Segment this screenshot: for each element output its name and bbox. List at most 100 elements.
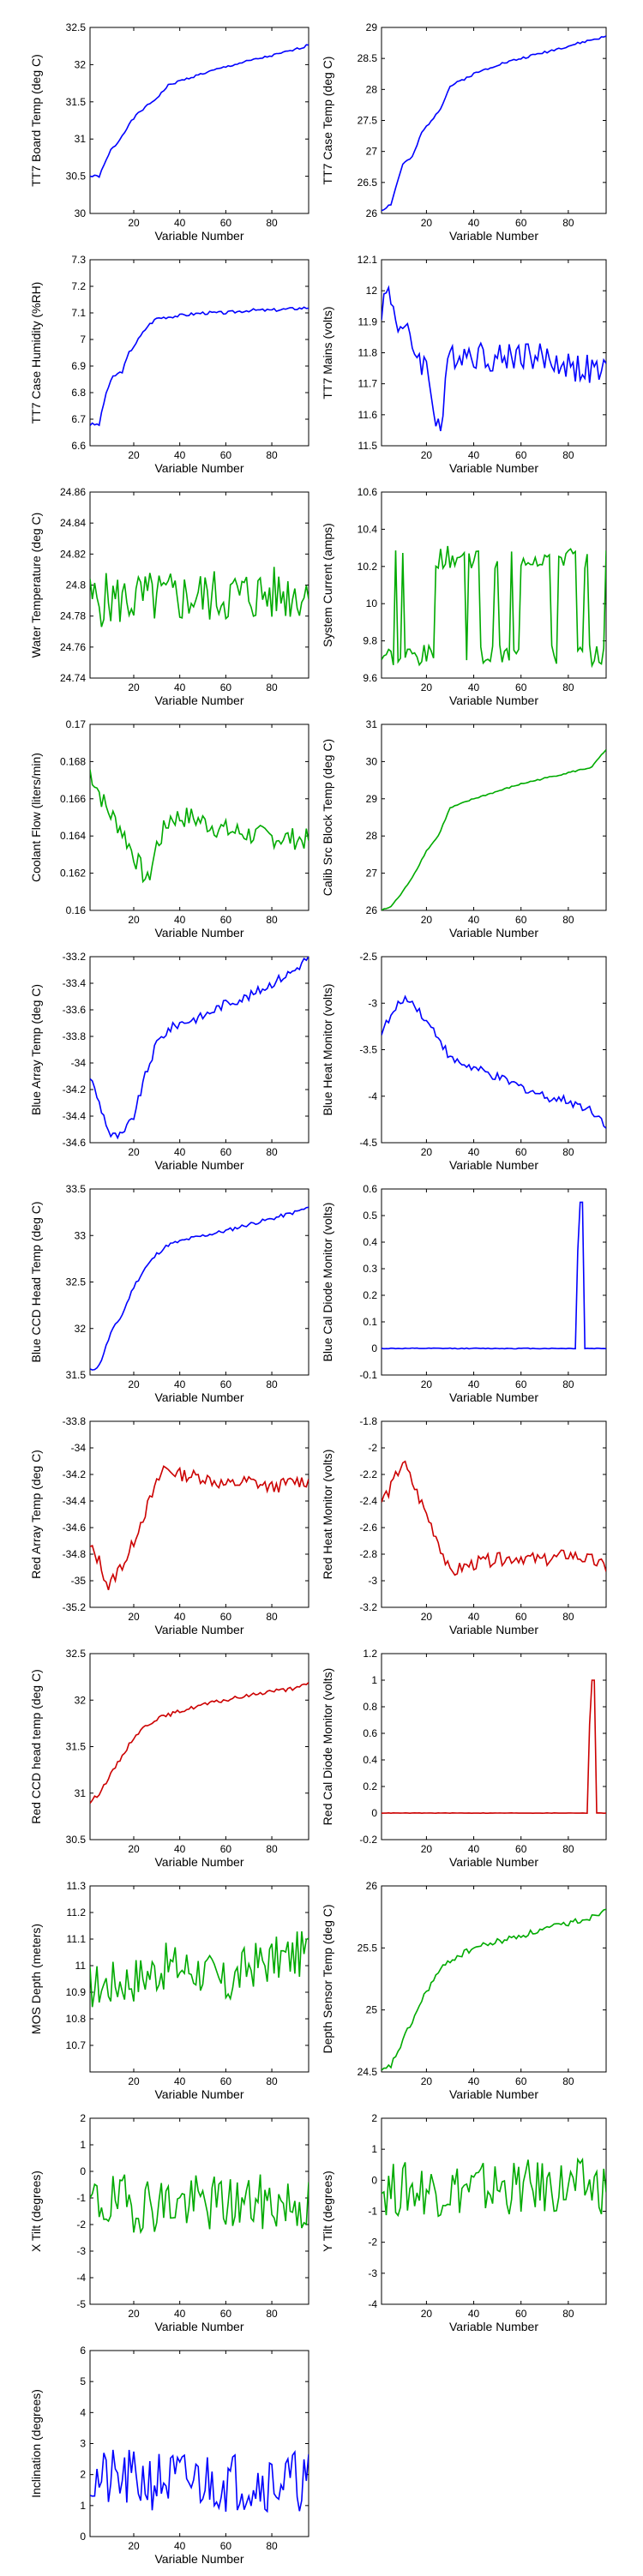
y-tick-label: -34 — [71, 1057, 87, 1069]
y-axis-label: Coolant Flow (liters/min) — [29, 753, 43, 882]
y-tick-label: 32.5 — [66, 1648, 87, 1660]
y-tick-label: 0.2 — [363, 1289, 377, 1301]
y-tick-label: -2.5 — [359, 951, 377, 963]
y-tick-label: -0.2 — [359, 1834, 377, 1846]
y-tick-label: 10.6 — [358, 486, 378, 498]
chart-13: 20 40 60 80 -35.2 -35 -34.8 -34.6 -34.4 -34.2 -34 -… — [29, 1415, 309, 1636]
y-axis-label: TT7 Case Temp (deg C) — [321, 57, 334, 185]
y-tick-label: 33.5 — [66, 1183, 87, 1195]
y-tick-label: 1 — [80, 2139, 86, 2151]
x-tick-label: 20 — [128, 682, 140, 694]
y-tick-label: 1.2 — [363, 1648, 377, 1660]
x-tick-label: 60 — [515, 682, 527, 694]
axes-box — [381, 259, 607, 447]
chart-9: 20 40 60 80 -34.6 -34.4 -34.2 -34 -33.8 -33.6 -33.… — [29, 951, 309, 1172]
y-tick-label: 26 — [366, 1880, 378, 1892]
x-tick-label: 40 — [174, 1843, 186, 1855]
y-tick-label: -5 — [76, 2298, 86, 2310]
y-tick-label: 11.6 — [358, 409, 378, 421]
x-tick-label: 40 — [174, 2075, 186, 2087]
x-tick-label: 20 — [421, 682, 433, 694]
y-tick-label: 11.7 — [358, 378, 378, 390]
x-axis-label: Variable Number — [449, 461, 538, 475]
chart-10: 20 40 60 80 -4.5 -4 -3.5 -3 -2.5 Variable Number B… — [321, 951, 607, 1172]
x-tick-label: 40 — [468, 2075, 480, 2087]
y-tick-label: -4 — [368, 1090, 377, 1102]
y-tick-label: 0.162 — [60, 868, 86, 880]
y-tick-label: -0.1 — [359, 1369, 377, 1381]
x-tick-label: 80 — [266, 2540, 278, 2552]
y-tick-label: 10.9 — [66, 1986, 87, 1998]
y-tick-label: 32 — [75, 1694, 87, 1706]
x-tick-label: 40 — [174, 449, 186, 461]
y-tick-label: -2 — [368, 2237, 377, 2249]
y-axis-label: Blue CCD Head Temp (deg C) — [29, 1201, 43, 1362]
x-tick-label: 80 — [562, 1611, 574, 1623]
y-tick-label: 0 — [371, 1807, 377, 1819]
y-axis-label: TT7 Board Temp (deg C) — [29, 54, 43, 187]
x-tick-label: 80 — [562, 1378, 574, 1390]
chart-3: 20 40 60 80 6.6 6.7 6.8 6.9 7 7.1 7.2 7.3 Variable N… — [29, 254, 309, 475]
y-tick-label: 0.17 — [66, 718, 87, 730]
y-tick-label: 12.1 — [358, 254, 378, 266]
y-axis-label: Blue Array Temp (deg C) — [29, 984, 43, 1115]
chart-4: 20 40 60 80 11.5 11.6 11.7 11.8 11.9 12 12.1 Variab… — [321, 254, 607, 475]
y-tick-label: 31.5 — [66, 96, 87, 108]
x-tick-label: 20 — [421, 2308, 433, 2320]
y-tick-label: 0.4 — [363, 1754, 377, 1766]
x-tick-label: 20 — [128, 1611, 140, 1623]
y-tick-label: -2.4 — [359, 1495, 377, 1507]
y-tick-label: 5 — [80, 2375, 86, 2387]
y-tick-label: 28 — [366, 83, 378, 95]
y-axis-label: Red Array Temp (deg C) — [29, 1450, 43, 1579]
series-line — [382, 1201, 606, 1350]
chart-17: 20 40 60 80 10.7 10.8 10.9 11 11.1 11.2 11.3 Variab… — [29, 1880, 309, 2101]
axes-box — [89, 2350, 309, 2537]
chart-8: 20 40 60 80 26 27 28 29 30 31 Variable Number Calib… — [321, 718, 607, 940]
x-tick-label: 80 — [266, 682, 278, 694]
y-tick-label: -3 — [368, 2267, 377, 2279]
series-line — [90, 2449, 309, 2513]
y-tick-label: 31 — [75, 133, 87, 145]
y-tick-label: 2 — [80, 2112, 86, 2124]
y-tick-label: 28 — [366, 830, 378, 842]
y-tick-label: 30 — [366, 755, 378, 767]
x-tick-label: 80 — [266, 2308, 278, 2320]
y-tick-label: 32 — [75, 58, 87, 70]
x-tick-label: 60 — [220, 1378, 232, 1390]
series-line — [90, 1206, 309, 1371]
x-axis-label: Variable Number — [154, 1158, 243, 1172]
y-tick-label: -34.2 — [63, 1084, 87, 1096]
y-tick-label: 24.82 — [60, 548, 86, 560]
y-tick-label: -1 — [368, 2206, 377, 2218]
y-axis-label: Water Temperature (deg C) — [29, 513, 43, 658]
series-line — [90, 567, 309, 627]
y-tick-label: 0.6 — [363, 1183, 377, 1195]
x-tick-label: 20 — [421, 217, 433, 229]
series-line — [90, 2174, 309, 2235]
y-tick-label: -33.6 — [63, 1004, 87, 1016]
x-tick-label: 40 — [174, 1146, 186, 1158]
y-tick-label: 6.9 — [71, 360, 86, 372]
y-tick-label: 0.5 — [363, 1210, 377, 1222]
y-tick-label: 28.5 — [358, 52, 378, 64]
axes-box — [381, 956, 607, 1144]
y-axis-label: System Current (amps) — [321, 523, 334, 647]
y-tick-label: 3 — [80, 2438, 86, 2450]
y-tick-label: 0.8 — [363, 1701, 377, 1713]
x-axis-label: Variable Number — [449, 1623, 538, 1636]
y-tick-label: 2 — [371, 2112, 377, 2124]
x-tick-label: 20 — [421, 449, 433, 461]
x-axis-label: Variable Number — [154, 2552, 243, 2566]
x-axis-label: Variable Number — [154, 461, 243, 475]
y-tick-label: 30 — [75, 207, 87, 219]
y-tick-label: 0 — [80, 2165, 86, 2177]
x-axis-label: Variable Number — [449, 2320, 538, 2333]
x-tick-label: 60 — [220, 2540, 232, 2552]
series-line — [382, 285, 606, 431]
y-tick-label: 30.5 — [66, 1834, 87, 1846]
y-tick-label: 10.4 — [358, 523, 378, 535]
y-tick-label: 9.6 — [363, 672, 377, 684]
